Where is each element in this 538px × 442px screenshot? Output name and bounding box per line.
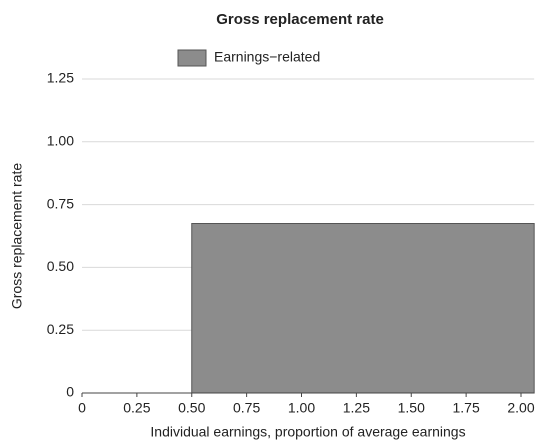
y-tick-label: 0.75: [47, 195, 74, 211]
x-tick-label: 0.50: [178, 400, 205, 416]
x-tick-label: 2.00: [507, 400, 534, 416]
x-tick-label: 0: [78, 400, 86, 416]
y-tick-label: 0.50: [47, 258, 74, 274]
y-tick-label: 1.25: [47, 70, 74, 86]
x-tick-label: 0.75: [233, 400, 260, 416]
legend-swatch: [177, 49, 207, 67]
y-tick-label: 0.25: [47, 321, 74, 337]
y-tick-label: 1.00: [47, 133, 74, 149]
x-tick-label: 1.00: [288, 400, 315, 416]
area: [82, 222, 535, 394]
x-tick-label: 1.25: [343, 400, 370, 416]
x-tick-label: 1.75: [453, 400, 480, 416]
y-tick-label: 0: [66, 384, 74, 400]
x-tick-label: 0.25: [123, 400, 150, 416]
x-axis-label: Individual earnings, proportion of avera…: [150, 424, 465, 440]
x-tick-label: 1.50: [398, 400, 425, 416]
chart-title: Gross replacement rate: [216, 11, 384, 28]
legend-label: Earnings−related: [214, 49, 320, 65]
y-axis-label: Gross replacement rate: [9, 163, 25, 309]
